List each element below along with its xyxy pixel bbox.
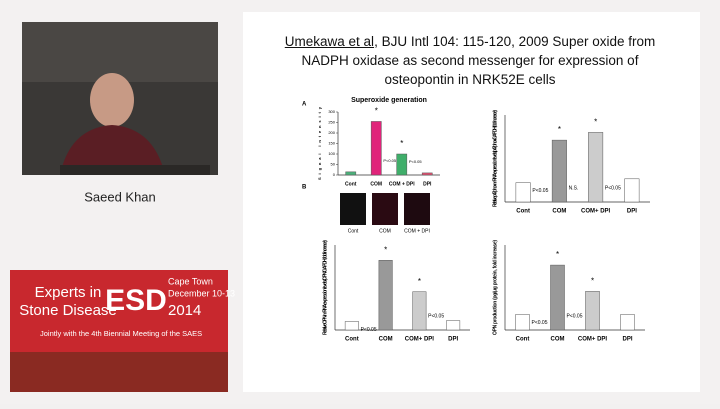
slide-title: Umekawa et al, BJU Intl 104: 115-120, 20…	[270, 32, 670, 89]
y-tick-label: 50	[331, 162, 336, 167]
annotation: P<0.05	[428, 313, 444, 319]
podium	[60, 165, 210, 175]
y-axis-label: Relative p47phox mRNA expression levels …	[492, 110, 498, 207]
x-tick-label: COM	[551, 337, 565, 343]
x-tick-label: COM	[370, 181, 382, 187]
significance: *	[558, 125, 561, 134]
y-tick-label: 250	[328, 120, 335, 125]
significance: *	[556, 250, 559, 259]
image-label: Cont	[348, 228, 359, 234]
y-axis-label: OPN production (pg/μg protein, fold incr…	[492, 240, 498, 335]
significance: *	[384, 245, 387, 254]
bar	[396, 153, 408, 176]
y-axis-label: Relative OPN mRNA expression levels (OPN…	[322, 240, 328, 335]
bar	[620, 314, 635, 331]
significance: *	[591, 276, 594, 285]
annotation: P<0.05	[532, 188, 548, 194]
significance: *	[594, 118, 597, 127]
bar	[370, 121, 382, 176]
banner-beads	[10, 352, 228, 392]
y-axis-label: Signal Intensity	[317, 106, 322, 180]
x-tick-label: DPI	[622, 337, 632, 343]
x-tick-label: Cont	[516, 209, 530, 215]
y-tick-label: 300	[328, 109, 335, 114]
bar	[551, 139, 567, 203]
panel-label: B	[302, 185, 307, 191]
micrograph	[404, 193, 430, 225]
banner-text: Experts in	[35, 284, 102, 301]
banner-text: 2014	[168, 302, 201, 319]
video-wall	[22, 22, 218, 82]
bar	[421, 172, 433, 176]
annotation: P<0.05	[383, 158, 397, 163]
image-label: COM	[379, 228, 391, 234]
bar	[344, 321, 359, 331]
banner-text: Stone Disease	[19, 302, 117, 319]
x-tick-label: COM	[379, 337, 393, 343]
y-tick-label: 150	[328, 141, 335, 146]
x-tick-label: COM+ DPI	[578, 337, 608, 343]
y-tick-label: 100	[328, 151, 335, 156]
x-tick-label: DPI	[448, 337, 458, 343]
annotation: N.S.	[569, 185, 579, 191]
annotation: P<0.05	[409, 159, 423, 164]
banner-text: Cape Town	[168, 276, 213, 286]
micrograph	[372, 193, 398, 225]
x-tick-label: Cont	[345, 337, 359, 343]
image-label: COM + DPI	[404, 228, 430, 234]
bar	[515, 314, 530, 331]
banner-text: December 10-13	[168, 288, 235, 298]
x-tick-label: COM	[552, 209, 566, 215]
speaker-name: Saeed Khan	[84, 189, 156, 204]
annotation: P<0.05	[605, 185, 621, 191]
micrograph	[340, 193, 366, 225]
y-tick-label: 200	[328, 130, 335, 135]
significance: *	[375, 107, 378, 116]
bar	[345, 171, 357, 176]
annotation: P<0.05	[361, 327, 377, 333]
title-box: Umekawa et al, BJU Intl 104: 115-120, 20…	[270, 32, 670, 89]
x-tick-label: DPI	[423, 181, 432, 187]
authors: Umekawa et al	[284, 34, 375, 49]
bar	[515, 182, 531, 203]
x-tick-label: Cont	[516, 337, 530, 343]
x-tick-label: COM+ DPI	[405, 337, 435, 343]
banner-logo: ESD	[105, 284, 167, 317]
bar	[446, 320, 461, 331]
bar	[585, 291, 600, 331]
bar	[550, 264, 565, 331]
y-tick-label: 0	[333, 172, 336, 177]
significance: *	[418, 277, 421, 286]
speaker-head	[90, 73, 134, 127]
speaker-body	[60, 125, 165, 175]
bar	[412, 291, 427, 331]
panel-label: A	[302, 102, 307, 108]
bar	[588, 132, 604, 203]
bar	[624, 178, 640, 203]
title-text: , BJU Intl 104: 115-120, 2009 Super oxid…	[301, 34, 656, 87]
x-tick-label: COM+ DPI	[581, 209, 611, 215]
x-tick-label: COM + DPI	[389, 181, 415, 187]
x-tick-label: DPI	[627, 209, 637, 215]
banner-note: Jointly with the 4th Biennial Meeting of…	[40, 329, 202, 338]
x-tick-label: Cont	[345, 181, 357, 187]
annotation: P<0.05	[532, 320, 548, 326]
bar	[378, 260, 393, 331]
chart-title: Superoxide generation	[351, 97, 427, 104]
annotation: P<0.05	[567, 313, 583, 319]
significance: *	[400, 139, 403, 148]
